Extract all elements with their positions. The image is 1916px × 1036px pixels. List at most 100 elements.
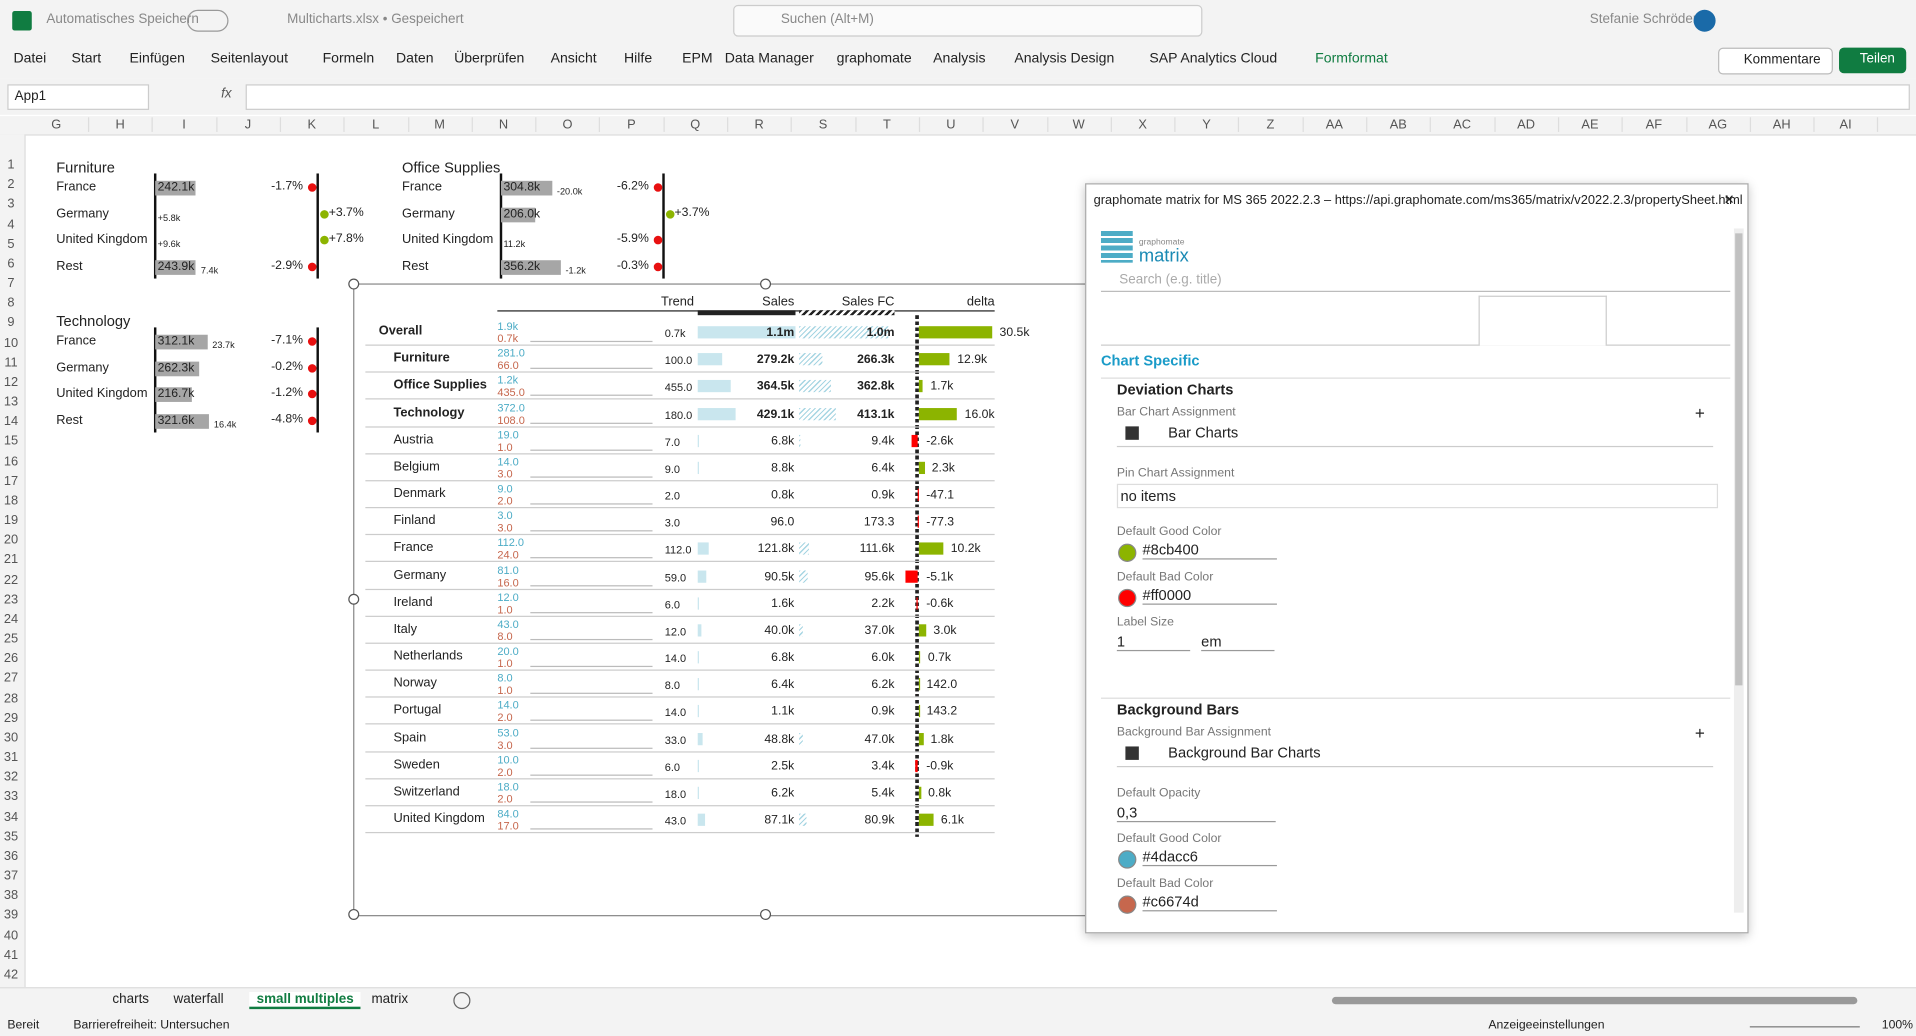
pin <box>320 235 329 245</box>
delta-bar <box>905 569 918 583</box>
panel-tab[interactable] <box>1604 296 1730 345</box>
menu-tab[interactable]: Formeln <box>322 51 375 66</box>
checkbox[interactable] <box>1125 746 1139 760</box>
trend-baseline <box>530 638 653 640</box>
column-header: L <box>344 117 409 132</box>
share-button[interactable]: Teilen <box>1839 47 1907 74</box>
trend-last: 6.0 <box>664 760 681 773</box>
handle[interactable] <box>348 278 360 290</box>
color-swatch[interactable] <box>1118 588 1137 608</box>
panel-search[interactable]: Search (e.g. title) <box>1100 272 1731 292</box>
diff-label: -20.0k <box>556 185 583 197</box>
row-label: France <box>56 179 97 195</box>
column-header-bar <box>0 116 1916 136</box>
panel-tab[interactable] <box>1353 296 1479 345</box>
delta-label: 2.3k <box>931 461 955 476</box>
fc-bar <box>799 624 803 637</box>
trend-min: 108.0 <box>497 413 525 426</box>
color-swatch[interactable] <box>1118 543 1137 562</box>
search-text: Suchen (Alt+M) <box>780 12 874 27</box>
menu-tab[interactable]: Hilfe <box>624 51 653 66</box>
trend-baseline <box>530 611 653 613</box>
formula-input[interactable] <box>245 84 1910 110</box>
trend-max: 14.0 <box>497 455 519 468</box>
row-header: 29 <box>3 710 19 726</box>
bar <box>155 413 210 429</box>
zoom-slider[interactable] <box>1749 1026 1860 1028</box>
toggle[interactable] <box>186 9 229 32</box>
value-label: 216.7k <box>157 387 195 401</box>
add-button[interactable]: + <box>1694 723 1705 743</box>
status-display[interactable]: Anzeigeeinstellungen <box>1488 1018 1605 1033</box>
sheet-tab[interactable]: matrix <box>371 992 409 1007</box>
row-name: Portugal <box>393 702 442 718</box>
column-header: P <box>600 117 665 132</box>
file-name: Multicharts.xlsx • Gespeichert <box>287 12 464 27</box>
handle[interactable] <box>760 278 772 290</box>
trend-baseline <box>530 692 653 695</box>
trend-baseline <box>530 367 653 370</box>
autosave: Automatisches Speichern <box>46 12 199 27</box>
sheet-tab[interactable]: small multiples <box>249 992 362 1010</box>
trend-last: 0.7k <box>664 327 686 340</box>
menu-tab[interactable]: Data Manager <box>724 51 814 66</box>
panel-tab[interactable] <box>1478 295 1607 346</box>
delta-label: 10.2k <box>950 542 981 557</box>
search-box[interactable]: Suchen (Alt+M) <box>733 4 1203 37</box>
menu-tab[interactable]: Analysis Design <box>1014 51 1115 66</box>
column-header: V <box>983 117 1048 132</box>
row-name: Technology <box>393 404 465 420</box>
row-header: 16 <box>3 453 19 469</box>
panel-tab[interactable] <box>1101 296 1227 345</box>
tab-strip <box>1100 296 1731 346</box>
row-header: 39 <box>3 908 19 923</box>
trend-min: 66.0 <box>497 359 519 372</box>
menu-tab[interactable]: Seitenlayout <box>210 51 288 66</box>
menu-tab[interactable]: graphomate <box>836 51 912 66</box>
sales-label: 0.8k <box>771 488 795 503</box>
h-scrollbar <box>1331 996 1858 1005</box>
row-header: 24 <box>3 611 19 627</box>
color-swatch[interactable] <box>1118 895 1137 914</box>
column-header: Q <box>664 117 729 132</box>
close-button[interactable]: × <box>1724 189 1735 209</box>
handle[interactable] <box>348 593 360 605</box>
status-access[interactable]: Barrierefreiheit: Untersuchen <box>73 1018 230 1033</box>
fc-bar <box>799 434 800 447</box>
sheet-tab[interactable]: waterfall <box>173 992 224 1007</box>
comments-button[interactable]: Kommentare <box>1718 47 1833 75</box>
add-sheet[interactable] <box>453 992 471 1010</box>
menu-tab[interactable]: SAP Analytics Cloud <box>1149 51 1278 66</box>
axis-line <box>499 173 503 279</box>
menu-tab[interactable]: Überprüfen <box>454 51 525 66</box>
menu-tab[interactable]: Einfügen <box>129 51 186 66</box>
group-title: Deviation Charts <box>1116 381 1234 399</box>
sales-label: 90.5k <box>764 569 795 584</box>
checkbox[interactable] <box>1125 426 1139 440</box>
column-header-label: Trend <box>661 294 695 310</box>
menu-tab[interactable]: Datei <box>13 51 47 66</box>
trend-baseline <box>530 665 653 668</box>
handle[interactable] <box>760 908 772 920</box>
fc-header-rule <box>799 310 895 316</box>
add-button[interactable]: + <box>1694 403 1705 423</box>
column-header: G <box>24 117 90 132</box>
sheet-tab[interactable]: charts <box>112 992 150 1007</box>
color-swatch[interactable] <box>1118 850 1137 869</box>
menu-tab[interactable]: Start <box>71 51 102 66</box>
field-label: Default Bad Color <box>1116 877 1214 891</box>
panel-tab[interactable] <box>1227 296 1353 345</box>
menu-tab[interactable]: Ansicht <box>550 51 597 66</box>
delta-label: 0.7k <box>927 651 952 665</box>
row-name: Denmark <box>393 486 446 501</box>
name-box[interactable]: App1 <box>7 84 150 110</box>
menu-tab[interactable]: Formformat <box>1315 51 1388 66</box>
menu-tab[interactable]: Daten <box>396 51 434 66</box>
row-header: 12 <box>3 374 19 390</box>
trend-max: 9.0 <box>497 482 513 495</box>
handle[interactable] <box>348 908 360 920</box>
delta-label: -5.9% <box>616 232 649 246</box>
menu-tab[interactable]: EPM <box>682 51 713 66</box>
logo: matrix <box>1138 245 1189 267</box>
menu-tab[interactable]: Analysis <box>933 51 986 66</box>
